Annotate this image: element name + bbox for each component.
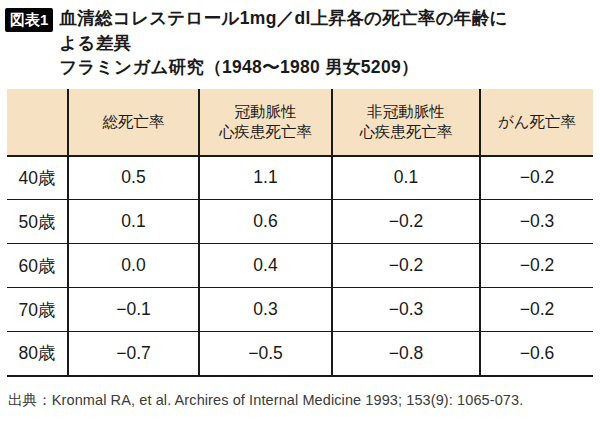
corner-cell <box>7 89 68 156</box>
cell-value: −0.7 <box>68 332 199 376</box>
row-label-age-80: 80歳 <box>7 332 68 376</box>
cell-value: −0.2 <box>332 244 480 288</box>
figure-number-badge: 図表1 <box>5 8 53 32</box>
cell-value: −0.2 <box>480 156 593 200</box>
figure-subtitle: フラミンガム研究（1948〜1980 男女5209） <box>59 55 507 80</box>
cell-value: −0.8 <box>332 332 480 376</box>
source-citation: 出典：Kronmal RA, et al. Archires of Intern… <box>8 391 600 410</box>
cell-value: −0.3 <box>332 288 480 332</box>
table-row: 60歳 0.0 0.4 −0.2 −0.2 <box>7 244 593 288</box>
column-header-cancer-mortality: がん死亡率 <box>480 89 593 156</box>
column-header-total-mortality: 総死亡率 <box>68 89 199 156</box>
row-label-age-40: 40歳 <box>7 156 68 200</box>
cell-value: 0.1 <box>332 156 480 200</box>
table-header-row: 総死亡率 冠動脈性 心疾患死亡率 非冠動脈性 心疾患死亡率 がん死亡率 <box>7 89 593 156</box>
cell-value: −0.3 <box>480 200 593 244</box>
cell-value: 0.6 <box>199 200 332 244</box>
figure-title-line-2: よる差異 <box>59 31 507 56</box>
cell-value: −0.2 <box>480 288 593 332</box>
table-row: 70歳 −0.1 0.3 −0.3 −0.2 <box>7 288 593 332</box>
cell-value: −0.5 <box>199 332 332 376</box>
table-row: 50歳 0.1 0.6 −0.2 −0.3 <box>7 200 593 244</box>
figure-header: 図表1 血清総コレステロール1mg／dl上昇各の死亡率の年齢に よる差異 フラミ… <box>0 0 600 80</box>
row-label-age-60: 60歳 <box>7 244 68 288</box>
cell-value: 0.0 <box>68 244 199 288</box>
row-label-age-50: 50歳 <box>7 200 68 244</box>
cell-value: −0.2 <box>332 200 480 244</box>
cell-value: −0.1 <box>68 288 199 332</box>
column-header-non-chd-mortality: 非冠動脈性 心疾患死亡率 <box>332 89 480 156</box>
mortality-table: 総死亡率 冠動脈性 心疾患死亡率 非冠動脈性 心疾患死亡率 がん死亡率 40歳 … <box>7 89 593 377</box>
cell-value: 1.1 <box>199 156 332 200</box>
cell-value: 0.5 <box>68 156 199 200</box>
row-label-age-70: 70歳 <box>7 288 68 332</box>
cell-value: −0.6 <box>480 332 593 376</box>
table-row: 40歳 0.5 1.1 0.1 −0.2 <box>7 156 593 200</box>
cell-value: 0.3 <box>199 288 332 332</box>
table-row: 80歳 −0.7 −0.5 −0.8 −0.6 <box>7 332 593 376</box>
cell-value: −0.2 <box>480 244 593 288</box>
figure-page: 図表1 血清総コレステロール1mg／dl上昇各の死亡率の年齢に よる差異 フラミ… <box>0 0 600 422</box>
column-header-chd-mortality: 冠動脈性 心疾患死亡率 <box>199 89 332 156</box>
cell-value: 0.4 <box>199 244 332 288</box>
figure-title-line-1: 血清総コレステロール1mg／dl上昇各の死亡率の年齢に <box>59 6 507 31</box>
figure-title-block: 血清総コレステロール1mg／dl上昇各の死亡率の年齢に よる差異 フラミンガム研… <box>59 6 507 80</box>
cell-value: 0.1 <box>68 200 199 244</box>
